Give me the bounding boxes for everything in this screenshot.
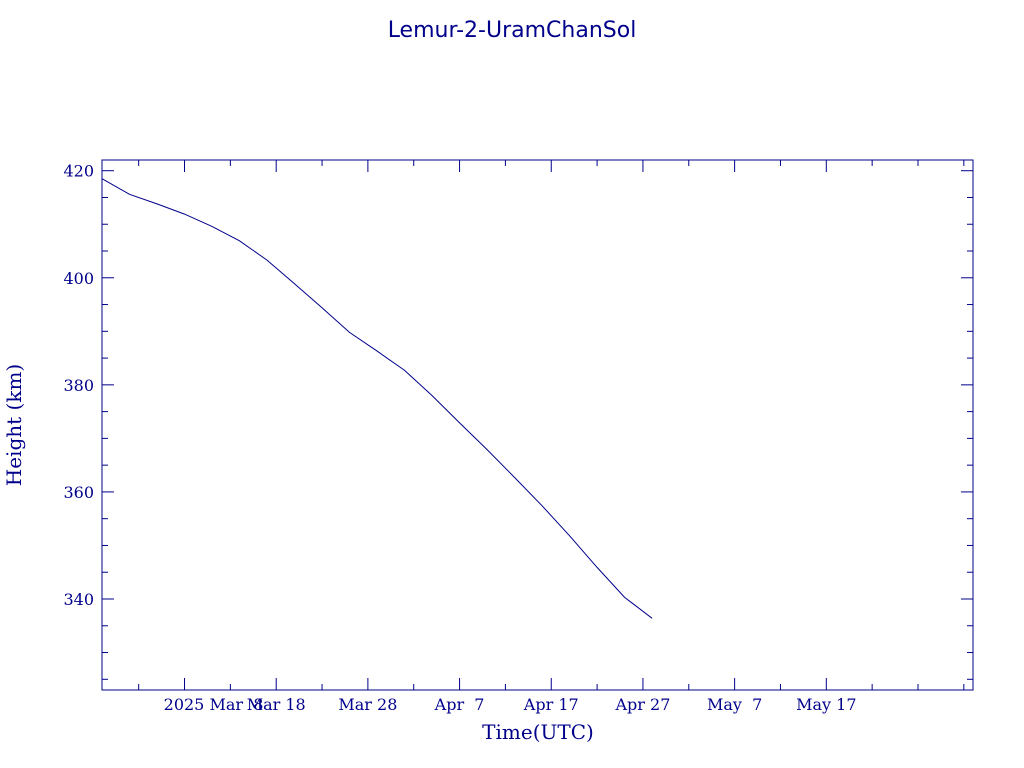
- height-series-line: [101, 178, 653, 619]
- x-tick-label: Apr 17: [523, 695, 579, 714]
- y-axis-title: Height (km): [2, 364, 26, 486]
- y-tick-label: 380: [63, 376, 94, 395]
- y-tick-label: 360: [63, 483, 94, 502]
- x-tick-label: Apr 7: [434, 695, 485, 714]
- x-tick-label: May 17: [796, 695, 856, 714]
- y-axis-ticks: 340 360 380 400 420: [63, 162, 973, 680]
- y-tick-label: 340: [63, 590, 94, 609]
- x-tick-label: 2025 Mar 8: [164, 695, 264, 714]
- chart-title: Lemur-2-UramChanSol: [388, 18, 637, 43]
- x-tick-label: Apr 27: [614, 695, 670, 714]
- x-tick-label: Mar 28: [338, 695, 397, 714]
- plot-frame: [101, 159, 974, 691]
- x-tick-label: Mar 18: [247, 695, 306, 714]
- y-tick-label: 400: [63, 269, 94, 288]
- y-tick-label: 420: [63, 162, 94, 181]
- x-axis-title: Time(UTC): [482, 720, 594, 744]
- x-tick-label: May 7: [707, 695, 762, 714]
